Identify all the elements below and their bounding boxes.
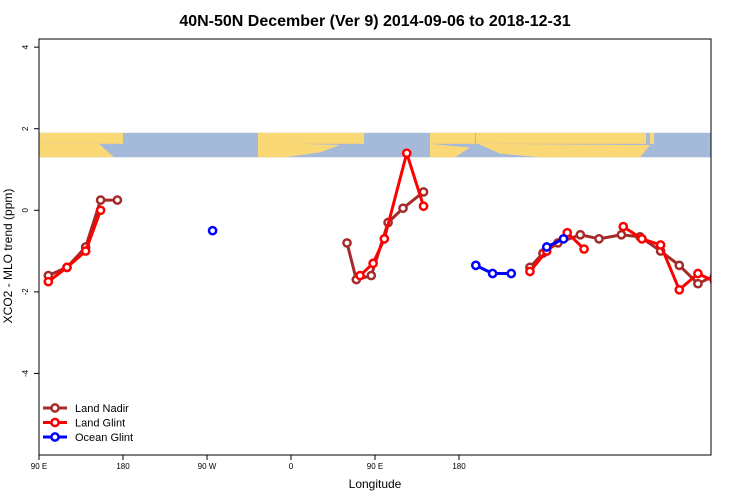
series-line [47,198,118,277]
map-land-block [39,132,117,144]
data-point [95,205,106,216]
world-map-band [39,132,711,158]
series-line [47,209,103,283]
x-tick-label: 90 W [198,462,217,471]
legend: Land Nadir Land Glint Ocean Glint [43,403,133,444]
x-tick-label: 180 [116,462,130,471]
y-axis: 4 2 0 -2 -4 [21,44,39,377]
data-point [745,243,750,250]
data-point [401,148,412,159]
data-point [594,233,604,244]
data-point [342,238,352,248]
legend-label: Ocean Glint [75,432,133,444]
data-point [366,270,377,281]
data-point [693,278,703,289]
legend-marker [50,403,60,413]
data-point [112,195,123,205]
data-point [709,278,711,285]
map-land-block [258,142,340,158]
series-line [359,151,425,277]
data-point [487,268,498,279]
data-point [470,260,481,271]
series-layer [43,148,750,295]
data-point [95,195,106,205]
legend-marker [50,417,60,428]
map-land-block [476,132,556,144]
data-point [745,245,750,252]
chart-title: 40N-50N December (Ver 9) 2014-09-06 to 2… [179,13,570,30]
data-point [618,221,629,232]
map-land-block [258,132,358,144]
y-axis-label: XCO2 - MLO trend (ppm) [1,189,15,324]
map-land-block [39,143,114,158]
data-point [709,272,711,279]
y-tick-label: 0 [21,208,30,213]
x-axis: 90 E 180 90 W 0 90 E 180 [31,455,466,471]
series-line [622,225,711,292]
data-point [418,201,429,212]
series-land-glint [43,148,750,295]
data-point [43,276,54,287]
map-land-block [478,143,650,158]
data-point [541,242,552,252]
map-land-block [117,132,123,144]
map-land-block [358,132,364,144]
data-point [637,233,647,244]
data-point [506,268,517,279]
data-point [80,246,91,256]
data-point [207,225,218,236]
data-point [674,260,685,271]
data-point [379,233,390,244]
data-point [398,203,408,214]
x-axis-label: Longitude [349,477,402,491]
map-land-block [430,143,470,158]
legend-label: Land Nadir [75,403,129,415]
x-tick-label: 90 E [367,462,383,471]
data-point [558,233,569,244]
data-point [575,229,586,240]
x-tick-label: 90 E [31,462,47,471]
data-point [655,240,666,250]
data-point [368,258,378,269]
y-tick-label: 2 [21,126,30,131]
data-point [728,264,735,271]
data-point [62,262,72,273]
data-point [579,244,589,254]
y-tick-label: 4 [21,44,30,49]
y-tick-label: -4 [21,369,30,377]
series-ocean-glint [207,225,569,279]
map-land-block [650,132,654,144]
legend-marker [50,432,60,442]
legend-label: Land Glint [75,418,125,430]
data-point [355,270,365,281]
plot-frame [38,38,712,456]
map-land-block [430,132,475,144]
map-land-block [556,132,646,144]
x-tick-label: 0 [289,462,294,471]
x-tick-label: 180 [452,462,466,471]
data-point [525,266,535,277]
data-point [693,268,703,279]
data-point [674,284,685,295]
data-point [616,229,627,240]
y-tick-label: -2 [21,288,30,296]
